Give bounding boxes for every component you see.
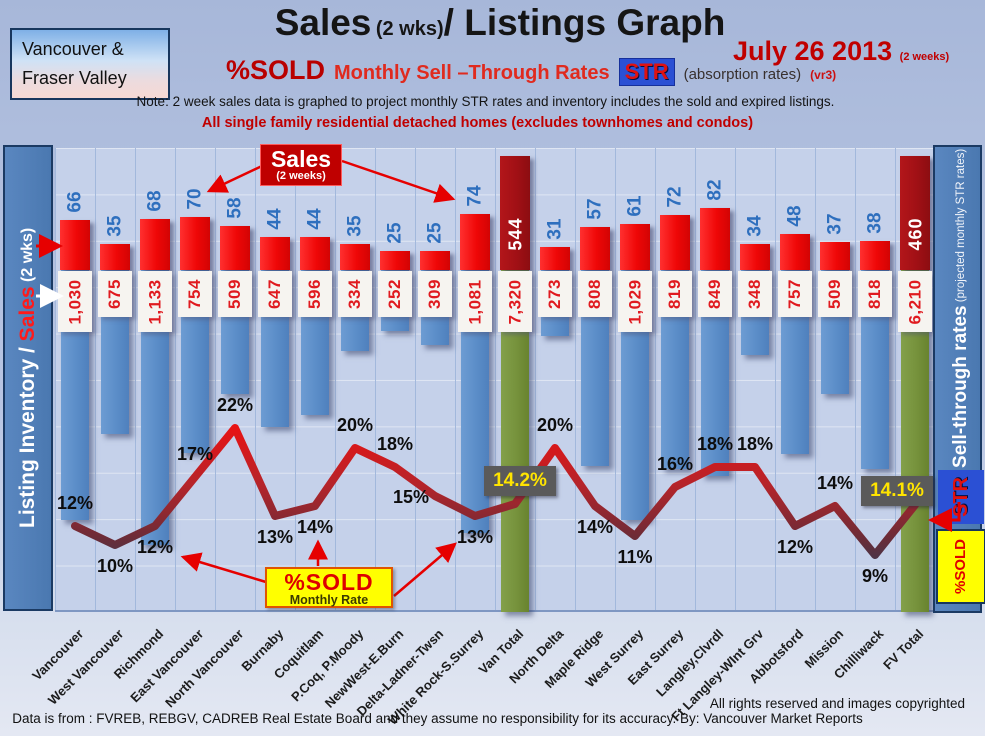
page-title: Sales (2 wks)/ Listings Graph: [235, 2, 765, 44]
region-line2: Fraser Valley: [22, 67, 127, 88]
source-text: Data is from : FVREB, REBGV, CADREB Real…: [12, 711, 863, 726]
plot-area: [55, 148, 935, 612]
left-axis-label: Listing Inventory / Sales (2 wks): [16, 227, 39, 529]
absorption-note: (absorption rates): [683, 66, 802, 83]
subtitle-row: %SOLD Monthly Sell –Through Rates STR (a…: [226, 55, 836, 86]
scope-text: All single family residential detached h…: [201, 115, 754, 131]
left-axis-sales-word: Sales: [16, 286, 39, 342]
rights-text: All rights reserved and images copyright…: [709, 696, 965, 711]
fv-total-str-badge: 14.1%: [861, 476, 933, 506]
version-tag: (vr3): [810, 68, 837, 82]
right-axis-bar: %SOLDSTRSell-through rates (projected mo…: [933, 145, 985, 613]
title-period: (2 wks): [375, 18, 444, 40]
region-box: Vancouver & Fraser Valley: [10, 28, 170, 100]
van-total-str-badge: 14.2%: [484, 466, 556, 496]
right-axis-label: %SOLDSTRSell-through rates (projected mo…: [936, 148, 985, 610]
note-text: Note: 2 week sales data is graphed to pr…: [136, 94, 835, 109]
pct-sold-vertical-badge: %SOLD: [936, 528, 985, 604]
date-period: (2 weeks): [899, 51, 950, 63]
sales-annotation-box: Sales (2 weeks): [260, 144, 342, 186]
str-vertical-badge: STR: [938, 469, 984, 524]
title-rest: / Listings Graph: [443, 2, 726, 43]
title-main: Sales: [274, 2, 372, 43]
projected-str-label: (projected monthly STR rates): [955, 148, 967, 306]
region-line1: Vancouver &: [22, 39, 124, 59]
report-date: July 26 2013 (2 weeks): [733, 36, 950, 66]
left-axis-bar: Listing Inventory / Sales (2 wks): [3, 145, 53, 611]
pct-sold-annotation-box: %SOLD Monthly Rate: [265, 567, 393, 608]
sell-through-rates-label: Sell-through rates: [950, 305, 971, 468]
str-badge: STR: [618, 58, 675, 86]
pct-sold-heading: %SOLD: [226, 55, 326, 85]
sell-through-heading: Monthly Sell –Through Rates: [334, 62, 610, 84]
